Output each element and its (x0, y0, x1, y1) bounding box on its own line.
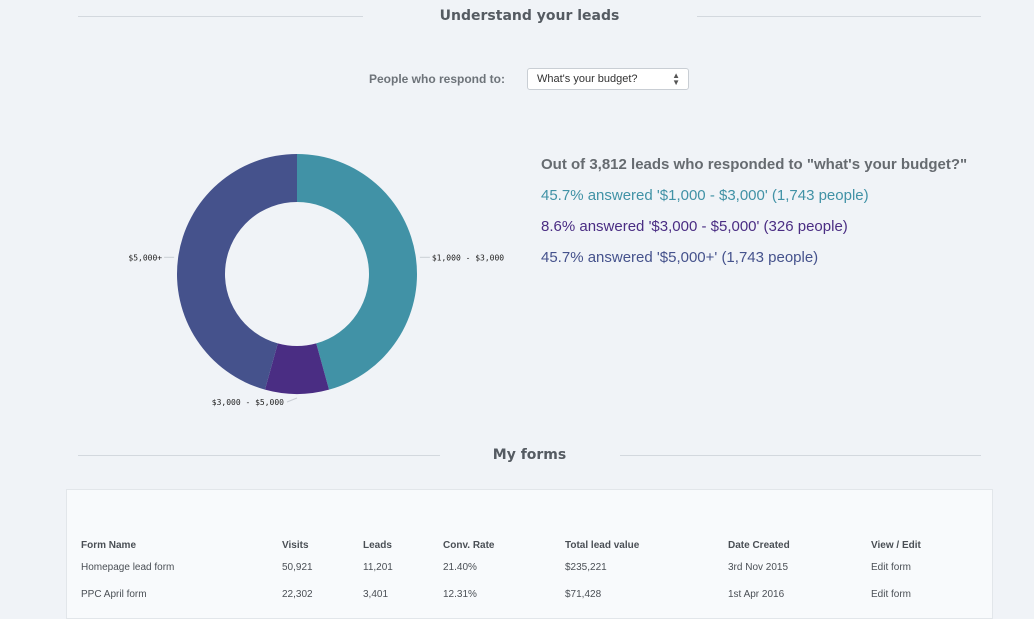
col-total-lead-value[interactable]: Total lead value (565, 539, 640, 551)
summary-answer-3: 45.7% answered '$5,000+' (1,743 people) (541, 249, 819, 266)
date-created: 1st Apr 2016 (728, 589, 785, 600)
divider-left (78, 454, 440, 456)
conv-rate: 21.40% (443, 562, 477, 573)
slice-label-5-000: $5,000+ (128, 253, 162, 262)
leads-section-header: Understand your leads (78, 4, 981, 28)
forms-table-header: Form Name Visits Leads Conv. Rate Total … (81, 536, 981, 554)
total-lead-value: $71,428 (565, 589, 602, 600)
summary-answer-2: 8.6% answered '$3,000 - $5,000' (326 peo… (541, 218, 848, 235)
leads: 11,201 (363, 562, 393, 573)
total-lead-value: $235,221 (565, 562, 607, 573)
select-arrows-icon: ▲ ▼ (672, 71, 680, 87)
forms-table: Form Name Visits Leads Conv. Rate Total … (81, 536, 981, 608)
respond-label: People who respond to: (369, 72, 506, 86)
table-row: PPC April form 22,302 3,401 12.31% $71,4… (81, 581, 981, 608)
question-select[interactable]: What's your budget? ▲ ▼ (527, 68, 689, 90)
forms-section-title: My forms (492, 447, 567, 463)
table-row: Homepage lead form 50,921 11,201 21.40% … (81, 554, 981, 581)
budget-donut-chart: $1,000 - $3,000 $3,000 - $5,000 $5,000+ (128, 154, 504, 407)
edit-form-link[interactable]: Edit form (871, 589, 912, 600)
leads: 3,401 (363, 589, 389, 600)
divider-right (696, 15, 981, 17)
visits: 50,921 (282, 562, 313, 573)
divider-right (619, 454, 981, 456)
col-visits[interactable]: Visits (282, 539, 309, 551)
forms-section-header: My forms (78, 443, 981, 467)
form-name: PPC April form (81, 589, 147, 600)
visits: 22,302 (282, 589, 313, 600)
date-created: 3rd Nov 2015 (728, 562, 789, 573)
respond-filter: People who respond to: What's your budge… (0, 68, 1034, 92)
budget-summary: Out of 3,812 leads who responded to "wha… (541, 156, 1021, 280)
slice-3-000-5-000[interactable] (264, 343, 330, 394)
col-form-name[interactable]: Form Name (81, 539, 137, 551)
slice-5-000[interactable] (176, 154, 297, 390)
edit-form-link[interactable]: Edit form (871, 562, 912, 573)
col-view-edit: View / Edit (871, 539, 921, 551)
col-leads[interactable]: Leads (363, 539, 392, 551)
divider-left (78, 15, 363, 17)
forms-card: Form Name Visits Leads Conv. Rate Total … (66, 489, 993, 619)
col-date-created[interactable]: Date Created (728, 539, 790, 551)
question-select-value: What's your budget? (537, 73, 638, 85)
conv-rate: 12.31% (443, 589, 477, 600)
slice-1-000-3-000[interactable] (297, 154, 418, 390)
summary-heading: Out of 3,812 leads who responded to "wha… (541, 156, 968, 173)
form-name: Homepage lead form (81, 562, 175, 573)
leader-line-3-000-5-000 (286, 397, 298, 403)
slice-label-3-000-5-000: $3,000 - $5,000 (212, 398, 284, 407)
leads-section-title: Understand your leads (439, 8, 620, 24)
summary-answer-1: 45.7% answered '$1,000 - $3,000' (1,743 … (541, 187, 869, 204)
slice-label-1-000-3-000: $1,000 - $3,000 (432, 253, 504, 262)
col-conv-rate[interactable]: Conv. Rate (443, 539, 495, 551)
